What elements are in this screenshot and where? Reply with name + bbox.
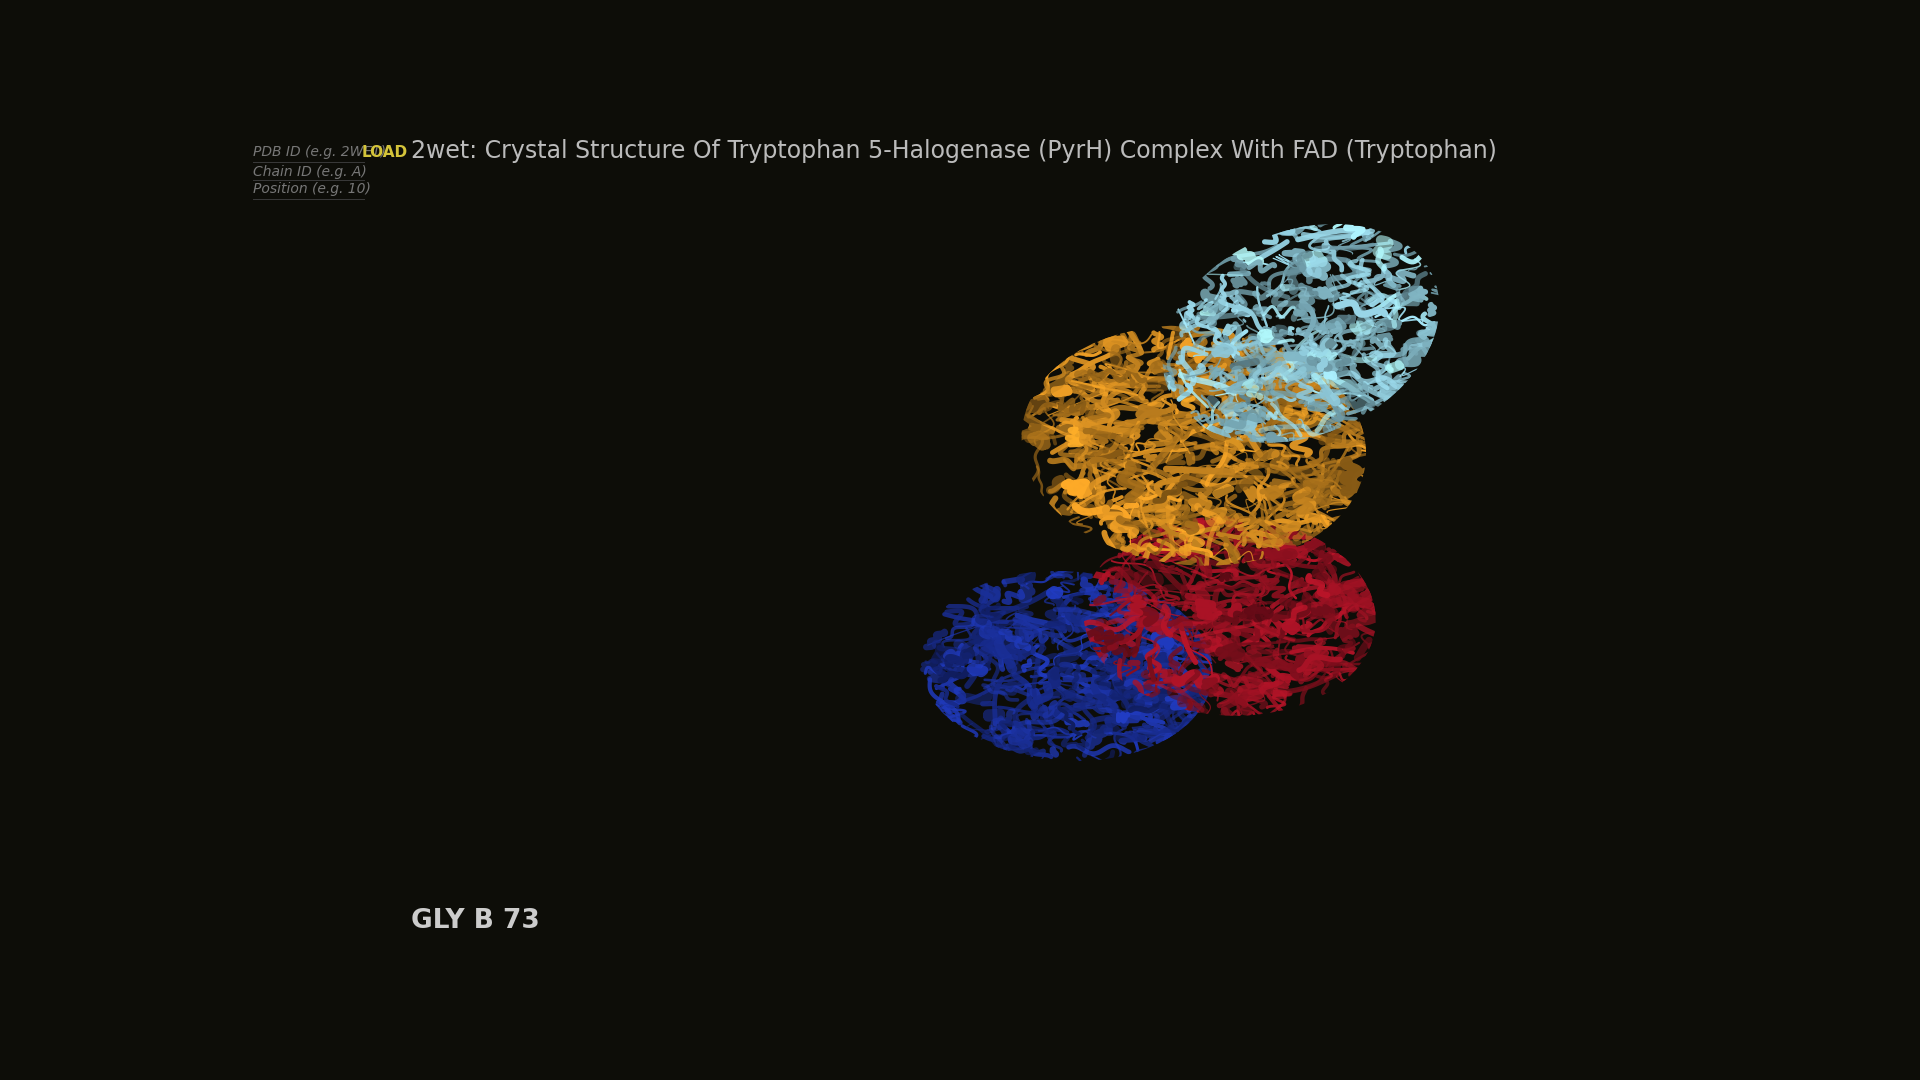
- Ellipse shape: [1021, 325, 1365, 566]
- Ellipse shape: [1162, 224, 1440, 443]
- Text: GLY B 73: GLY B 73: [411, 908, 540, 934]
- Ellipse shape: [920, 571, 1213, 761]
- Ellipse shape: [920, 571, 1213, 761]
- Text: 2wet: Crystal Structure Of Tryptophan 5-Halogenase (PyrH) Complex With FAD (Tryp: 2wet: Crystal Structure Of Tryptophan 5-…: [411, 139, 1498, 163]
- Ellipse shape: [1162, 224, 1440, 443]
- Text: LOAD: LOAD: [363, 145, 409, 160]
- Ellipse shape: [1021, 325, 1365, 566]
- Text: Chain ID (e.g. A): Chain ID (e.g. A): [253, 165, 367, 179]
- Ellipse shape: [1083, 516, 1377, 716]
- Text: Position (e.g. 10): Position (e.g. 10): [253, 183, 371, 197]
- Ellipse shape: [1083, 516, 1377, 716]
- Text: PDB ID (e.g. 2WET): PDB ID (e.g. 2WET): [253, 145, 386, 159]
